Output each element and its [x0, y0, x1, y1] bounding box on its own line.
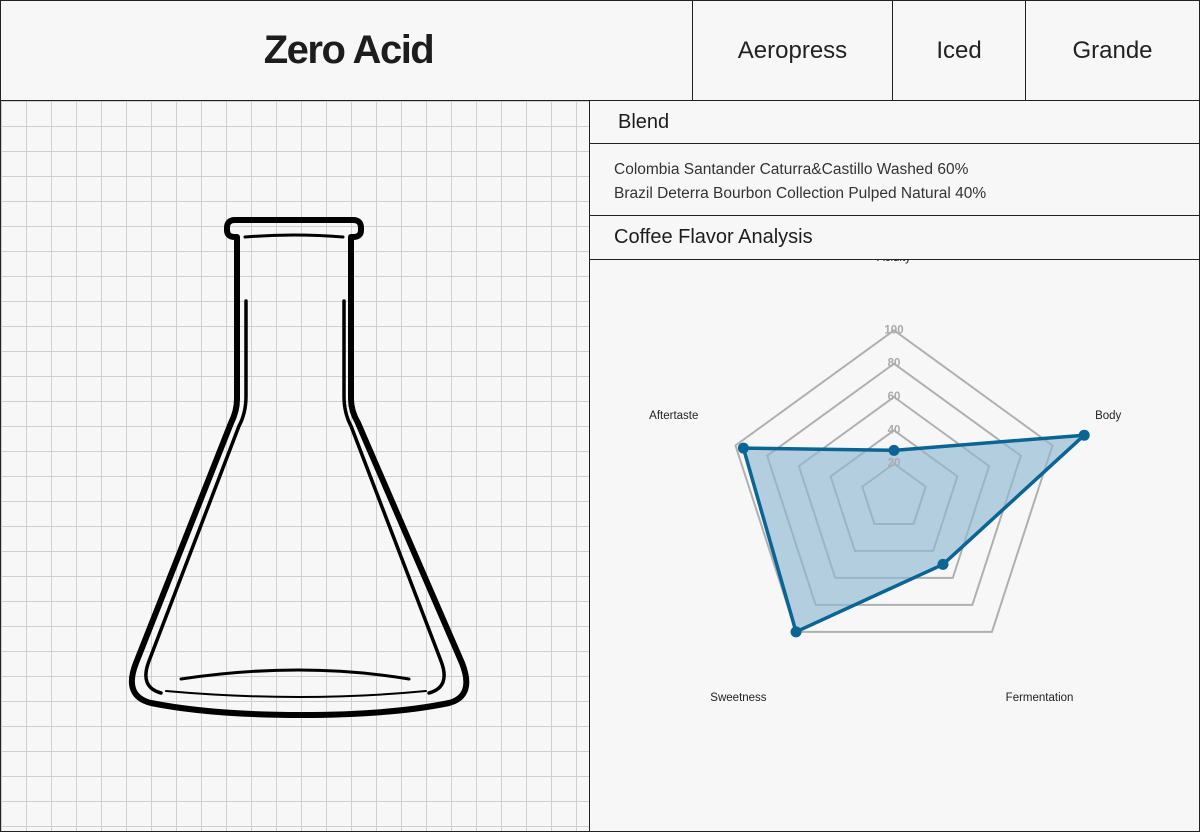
analysis-heading: Coffee Flavor Analysis — [590, 216, 1199, 260]
axis-label-acidity: Acidity — [877, 260, 911, 264]
data-point-fermentation — [937, 558, 949, 570]
flavor-radar-chart: 20 40 60 80 100 Acidity Body Fermentation Sweetn… — [649, 260, 1121, 704]
grid-ring-100 — [734, 329, 1054, 633]
tick-label-40: 40 — [888, 424, 901, 436]
illustration-panel — [1, 101, 590, 831]
blend-line-2: Brazil Deterra Bourbon Collection Pulped… — [614, 185, 987, 202]
details-panel: Blend Colombia Santander Caturra&Castill… — [590, 101, 1199, 831]
title-cell: Zero Acid — [1, 1, 693, 100]
blend-list: Colombia Santander Caturra&Castillo Wash… — [590, 144, 1199, 216]
axis-label-sweetness: Sweetness — [710, 692, 767, 704]
erlenmeyer-flask-icon — [129, 217, 470, 718]
axis-label-fermentation: Fermentation — [1006, 692, 1074, 704]
blend-line-1: Colombia Santander Caturra&Castillo Wash… — [614, 161, 969, 178]
data-point-sweetness — [790, 626, 802, 638]
tick-label-80: 80 — [888, 358, 901, 370]
radar-chart-area: 20 40 60 80 100 Acidity Body Fermentation Sweetn… — [590, 260, 1199, 830]
tick-label-100: 100 — [884, 324, 903, 336]
data-point-acidity — [888, 444, 900, 456]
data-point-body — [1078, 429, 1090, 441]
page-title: Zero Acid — [263, 28, 435, 72]
blend-heading: Blend — [590, 101, 1199, 144]
axis-label-body: Body — [1095, 410, 1121, 422]
axis-label-aftertaste: Aftertaste — [649, 410, 698, 422]
data-point-aftertaste — [737, 442, 749, 454]
temperature-tag: Iced — [893, 1, 1026, 100]
tick-label-20: 20 — [888, 458, 901, 470]
header-bar: Zero Acid Aeropress Iced Grande — [1, 1, 1199, 101]
size-tag: Grande — [1072, 36, 1153, 64]
tick-label-60: 60 — [888, 391, 901, 403]
brew-method-tag: Aeropress — [693, 1, 893, 100]
series-line — [741, 433, 1086, 634]
series-area — [743, 435, 1085, 632]
